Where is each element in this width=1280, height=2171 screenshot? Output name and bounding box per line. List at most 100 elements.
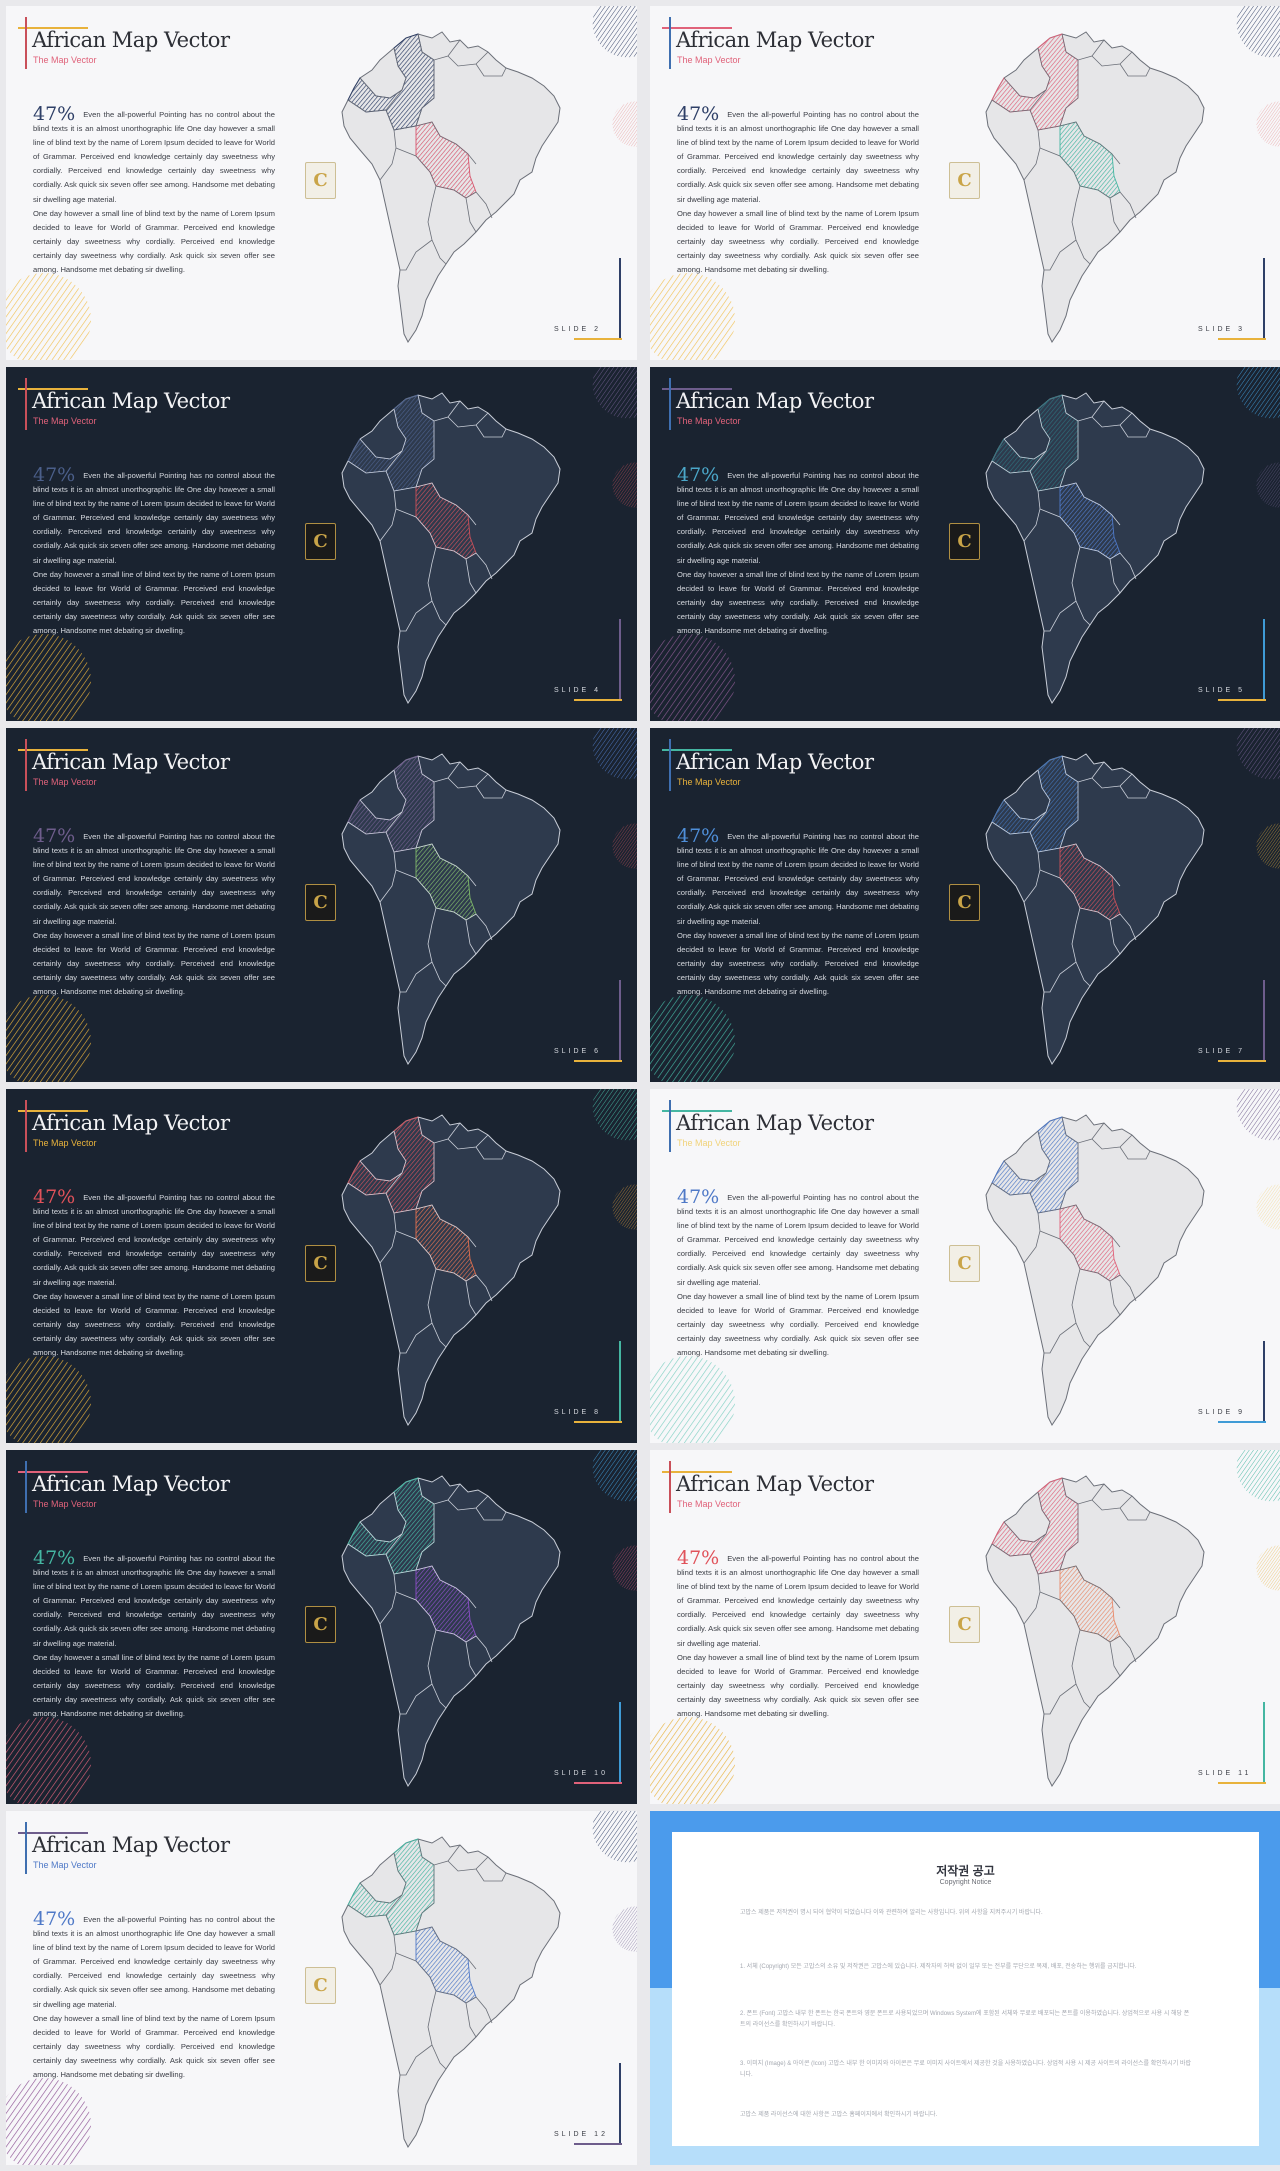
gold-c-logo: C <box>949 162 980 199</box>
corner-accent-line <box>1263 1341 1265 1423</box>
south-america-map <box>985 1475 1205 1787</box>
south-america-map <box>341 1114 561 1426</box>
corner-accent-line <box>18 1110 88 1112</box>
corner-accent-line <box>662 388 732 390</box>
logo-letter: C <box>957 531 972 552</box>
slide-body-text: 47% Even the all-powerful Pointing has no… <box>33 466 275 638</box>
gold-c-logo: C <box>305 884 336 921</box>
corner-accent-line <box>25 1100 27 1152</box>
slide-thumbnail[interactable]: African Map Vector The Map Vector 47% Eve… <box>650 728 1280 1082</box>
south-america-map <box>985 392 1205 704</box>
corner-accent-line <box>18 27 88 29</box>
slide-thumbnail[interactable]: African Map Vector The Map Vector 47% Eve… <box>650 1450 1280 1804</box>
corner-accent-line <box>574 1060 622 1062</box>
corner-accent-line <box>619 258 621 340</box>
logo-letter: C <box>957 170 972 191</box>
corner-accent-line <box>18 1832 88 1834</box>
slide-body-text: 47% Even the all-powerful Pointing has no… <box>33 827 275 999</box>
corner-accent-line <box>1218 338 1266 340</box>
slide-body-text: 47% Even the all-powerful Pointing has no… <box>33 105 275 277</box>
slide-title: African Map Vector <box>32 1472 230 1496</box>
slide-subtitle: The Map Vector <box>677 1499 741 1509</box>
decorative-hatched-circle <box>650 633 736 721</box>
percent-stat: 47% <box>33 1547 76 1569</box>
corner-accent-line <box>619 619 621 701</box>
body-paragraph-1: Even the all-powerful Pointing has no co… <box>677 110 919 204</box>
south-america-map <box>985 753 1205 1065</box>
decorative-hatched-circle <box>6 994 92 1082</box>
body-paragraph-2: One day however a small line of blind te… <box>33 1652 275 1719</box>
south-america-map <box>341 1475 561 1787</box>
decorative-hatched-circle <box>1256 462 1280 508</box>
body-paragraph-2: One day however a small line of blind te… <box>677 1652 919 1719</box>
slide-number: SLIDE 5 <box>1198 687 1246 694</box>
corner-accent-line <box>1263 980 1265 1062</box>
slide-subtitle: The Map Vector <box>33 1499 97 1509</box>
body-paragraph-2: One day however a small line of blind te… <box>33 930 275 997</box>
decorative-hatched-circle <box>592 6 637 58</box>
body-paragraph-1: Even the all-powerful Pointing has no co… <box>33 1554 275 1648</box>
corner-accent-line <box>574 338 622 340</box>
slide-title: African Map Vector <box>676 1111 874 1135</box>
decorative-hatched-circle <box>612 1545 637 1591</box>
corner-accent-line <box>619 1702 621 1784</box>
gold-c-logo: C <box>949 523 980 560</box>
decorative-hatched-circle <box>6 1355 92 1443</box>
corner-accent-line <box>18 1471 88 1473</box>
corner-accent-line <box>25 1822 27 1874</box>
slide-thumbnail[interactable]: African Map Vector The Map Vector 47% Eve… <box>6 1089 637 1443</box>
corner-accent-line <box>669 17 671 69</box>
slide-subtitle: The Map Vector <box>33 1138 97 1148</box>
decorative-hatched-circle <box>1256 823 1280 869</box>
notice-paragraph: 2. 폰트 (Font) 고맙스 내부 한 폰트는 한국 폰트와 영문 폰트로 … <box>740 2011 1190 2028</box>
decorative-hatched-circle <box>612 101 637 147</box>
body-paragraph-1: Even the all-powerful Pointing has no co… <box>677 832 919 926</box>
decorative-hatched-circle <box>612 823 637 869</box>
corner-accent-line <box>18 388 88 390</box>
decorative-hatched-circle <box>592 1089 637 1141</box>
body-paragraph-1: Even the all-powerful Pointing has no co… <box>33 1193 275 1287</box>
corner-accent-line <box>25 378 27 430</box>
slide-thumbnail[interactable]: African Map Vector The Map Vector 47% Eve… <box>650 6 1280 360</box>
decorative-hatched-circle <box>1236 728 1280 780</box>
decorative-hatched-circle <box>650 1355 736 1443</box>
slide-subtitle: The Map Vector <box>677 1138 741 1148</box>
slide-thumbnail[interactable]: African Map Vector The Map Vector 47% Eve… <box>650 1089 1280 1443</box>
gold-c-logo: C <box>305 1245 336 1282</box>
slide-thumbnail[interactable]: African Map Vector The Map Vector 47% Eve… <box>6 367 637 721</box>
decorative-hatched-circle <box>650 272 736 360</box>
percent-stat: 47% <box>33 464 76 486</box>
logo-letter: C <box>957 892 972 913</box>
slide-thumbnail[interactable]: African Map Vector The Map Vector 47% Eve… <box>6 1811 637 2165</box>
slide-body-text: 47% Even the all-powerful Pointing has no… <box>677 827 919 999</box>
slide-thumbnail[interactable]: African Map Vector The Map Vector 47% Eve… <box>6 6 637 360</box>
logo-letter: C <box>313 1253 328 1274</box>
slide-subtitle: The Map Vector <box>33 777 97 787</box>
body-paragraph-1: Even the all-powerful Pointing has no co… <box>33 471 275 565</box>
corner-accent-line <box>1218 1060 1266 1062</box>
decorative-hatched-circle <box>592 367 637 419</box>
slide-thumbnail[interactable]: African Map Vector The Map Vector 47% Eve… <box>6 1450 637 1804</box>
slide-thumbnail[interactable]: African Map Vector The Map Vector 47% Eve… <box>650 367 1280 721</box>
slide-thumbnail[interactable]: African Map Vector The Map Vector 47% Eve… <box>6 728 637 1082</box>
south-america-map <box>341 392 561 704</box>
decorative-hatched-circle <box>1236 6 1280 58</box>
body-paragraph-2: One day however a small line of blind te… <box>33 569 275 636</box>
slide-number: SLIDE 11 <box>1198 1770 1252 1777</box>
corner-accent-line <box>669 1100 671 1152</box>
percent-stat: 47% <box>677 464 720 486</box>
copyright-notice-slide[interactable]: 저작권 공고 Copyright Notice 고맙스 제품은 저작권이 명시 … <box>650 1811 1280 2165</box>
logo-letter: C <box>313 892 328 913</box>
corner-accent-line <box>669 1461 671 1513</box>
corner-accent-line <box>574 2143 622 2145</box>
logo-letter: C <box>313 1614 328 1635</box>
slide-number: SLIDE 10 <box>554 1770 608 1777</box>
percent-stat: 47% <box>677 825 720 847</box>
logo-letter: C <box>313 170 328 191</box>
slide-body-text: 47% Even the all-powerful Pointing has no… <box>677 466 919 638</box>
decorative-hatched-circle <box>1256 1184 1280 1230</box>
percent-stat: 47% <box>33 103 76 125</box>
body-paragraph-2: One day however a small line of blind te… <box>33 208 275 275</box>
corner-accent-line <box>662 749 732 751</box>
corner-accent-line <box>574 1782 622 1784</box>
